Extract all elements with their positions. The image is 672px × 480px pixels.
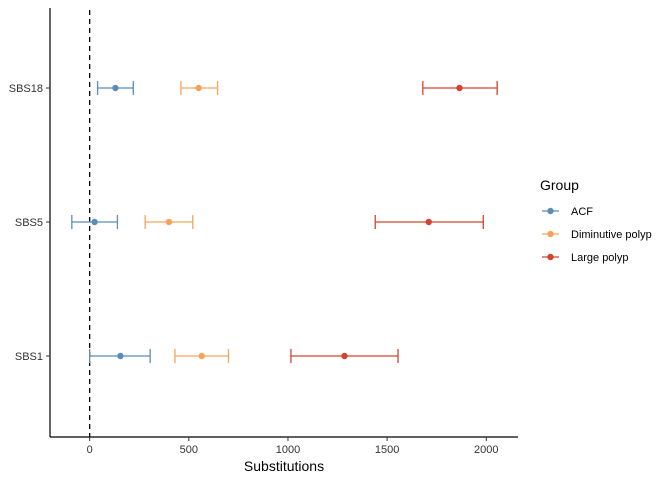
legend-item-large-polyp: Large polyp [542,252,629,264]
x-tick-label: 2000 [474,444,498,456]
legend-key-point [547,253,554,261]
errorbar-large-polyp-sbs5 [374,215,484,229]
legend-label: Large polyp [571,252,629,264]
legend-item-acf: ACF [542,206,593,218]
y-tick-label: SBS5 [15,217,43,229]
errorbar-diminutive-polyp-sbs5 [144,215,194,229]
point-diminutive-polyp-sbs1 [198,352,205,360]
legend-label: Diminutive polyp [571,229,652,241]
x-axis-title: Substitutions [244,458,324,474]
errorbar-diminutive-polyp-sbs18 [180,81,219,95]
legend-title: Group [540,177,579,193]
errorbar-large-polyp-sbs18 [422,81,498,95]
point-large-polyp-sbs1 [341,352,348,360]
errorbar-acf-sbs1 [89,349,151,363]
legend-label: ACF [571,206,593,218]
errorbar-large-polyp-sbs1 [290,349,399,363]
x-tick-label: 1000 [276,444,300,456]
x-tick-label: 500 [180,444,198,456]
axes: 0 500 1000 1500 2000 SBS1 SBS5 SBS18 [9,8,518,456]
legend-items: ACF Diminutive polyp Large polyp [542,206,652,264]
errorbar-diminutive-polyp-sbs1 [174,349,230,363]
point-acf-sbs1 [117,352,124,360]
point-diminutive-polyp-sbs18 [195,84,202,92]
point-large-polyp-sbs5 [425,218,432,226]
point-acf-sbs18 [112,84,119,92]
point-acf-sbs5 [91,218,98,226]
x-tick-label: 1500 [375,444,399,456]
point-diminutive-polyp-sbs5 [165,218,173,226]
errorbar-acf-sbs5 [71,215,119,229]
y-tick-label: SBS18 [9,83,43,95]
errorbar-acf-sbs18 [96,81,134,95]
legend-key-point [547,207,554,215]
legend-key-point [547,230,554,238]
legend: Group ACF Diminutive polyp Large polyp [540,177,652,264]
legend-item-diminutive-polyp: Diminutive polyp [542,229,652,241]
y-tick-label: SBS1 [15,351,43,363]
plot-area [71,10,498,437]
point-large-polyp-sbs18 [456,84,463,92]
x-tick-label: 0 [87,444,93,456]
